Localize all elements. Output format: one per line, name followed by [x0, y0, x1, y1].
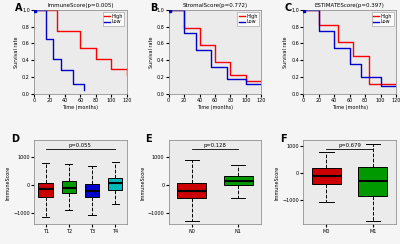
Legend: High, Low: High, Low [103, 12, 124, 26]
X-axis label: Time (months): Time (months) [332, 104, 368, 110]
Y-axis label: ImmuneScore: ImmuneScore [6, 165, 10, 200]
Text: p=0.128: p=0.128 [204, 143, 226, 148]
Text: E: E [145, 133, 152, 143]
Text: p=0.679: p=0.679 [338, 143, 361, 148]
Text: F: F [280, 133, 286, 143]
Y-axis label: ImmuneScore: ImmuneScore [140, 165, 145, 200]
PathPatch shape [312, 168, 341, 184]
PathPatch shape [85, 184, 99, 197]
Y-axis label: Survival rate: Survival rate [149, 36, 154, 68]
X-axis label: Time (months): Time (months) [62, 104, 98, 110]
Y-axis label: ImmuneScore: ImmuneScore [275, 165, 280, 200]
Text: p=0.055: p=0.055 [69, 143, 92, 148]
Text: B: B [150, 3, 158, 13]
PathPatch shape [224, 176, 252, 185]
PathPatch shape [108, 178, 122, 190]
Y-axis label: Survival rate: Survival rate [14, 36, 19, 68]
Text: C: C [285, 3, 292, 13]
Y-axis label: Survival rate: Survival rate [284, 36, 288, 68]
Legend: High, Low: High, Low [372, 12, 394, 26]
X-axis label: Time (months): Time (months) [197, 104, 233, 110]
PathPatch shape [38, 183, 53, 197]
Text: A: A [16, 3, 23, 13]
Title: StromalScore(p=0.772): StromalScore(p=0.772) [182, 3, 248, 8]
Title: ESTIMATEScore(p=0.397): ESTIMATEScore(p=0.397) [315, 3, 384, 8]
PathPatch shape [62, 181, 76, 193]
PathPatch shape [358, 167, 387, 196]
Legend: High, Low: High, Low [237, 12, 259, 26]
Title: ImmuneScore(p=0.005): ImmuneScore(p=0.005) [47, 3, 114, 8]
Text: D: D [11, 133, 19, 143]
PathPatch shape [178, 183, 206, 198]
